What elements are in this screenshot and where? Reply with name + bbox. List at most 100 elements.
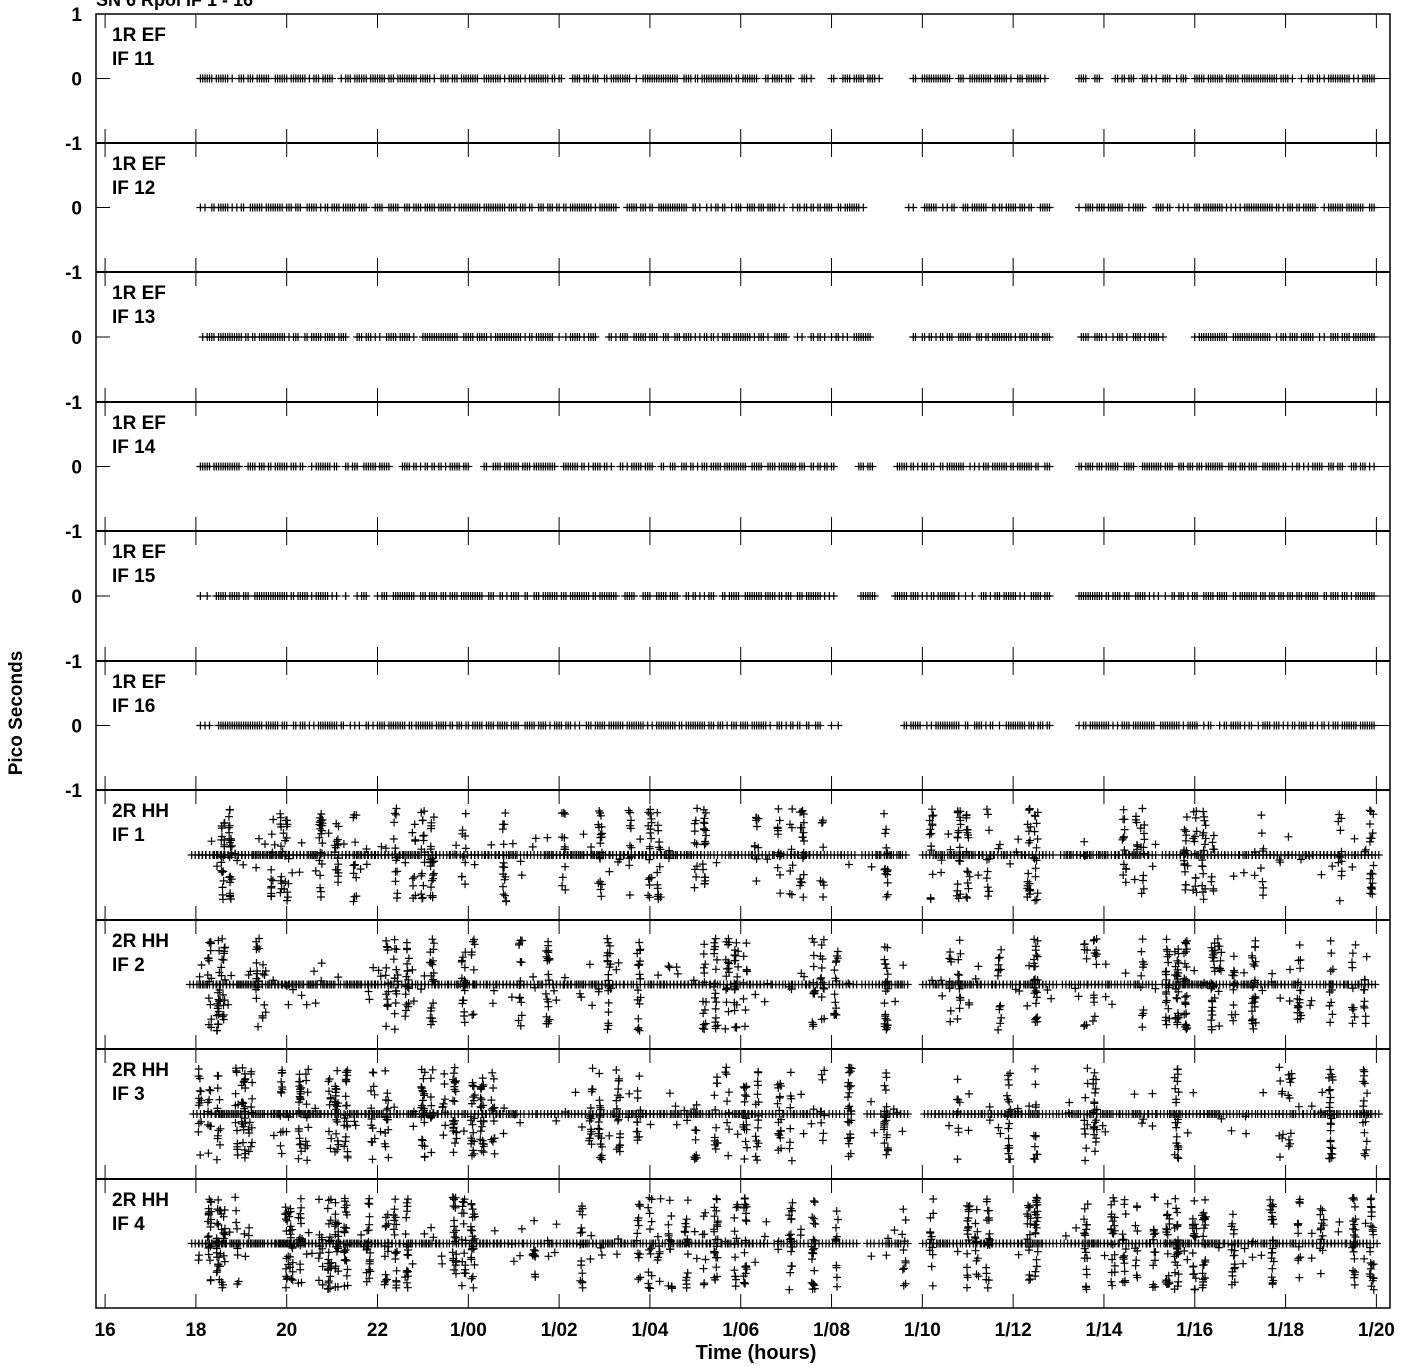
data-point [974, 871, 983, 880]
data-point [1361, 1012, 1370, 1021]
data-point [408, 874, 417, 883]
data-point [487, 840, 496, 849]
data-point [508, 839, 517, 848]
data-point [1325, 1001, 1334, 1010]
data-point [946, 1017, 955, 1026]
data-point [955, 1004, 964, 1013]
data-point [1108, 1000, 1116, 1009]
data-point [965, 1000, 974, 1009]
data-point [1191, 813, 1200, 822]
data-point [982, 874, 991, 883]
data-point [428, 871, 437, 880]
panel-label-if: IF 16 [112, 696, 155, 717]
data-point [507, 993, 516, 1002]
data-point [996, 1001, 1005, 1010]
data-point [808, 1022, 817, 1031]
data-point [203, 954, 212, 963]
data-point [255, 834, 263, 843]
data-point [429, 869, 438, 878]
data-point [408, 828, 417, 837]
data-point [339, 840, 348, 848]
data-point [701, 839, 710, 848]
data-point [332, 592, 341, 600]
data-point [461, 809, 470, 818]
data-point [1130, 875, 1139, 884]
data-point [881, 959, 890, 968]
data-point [1138, 1023, 1147, 1032]
data-point [1371, 980, 1380, 989]
data-point [1240, 968, 1248, 977]
data-point [1199, 895, 1208, 904]
data-point [473, 74, 482, 83]
data-point [218, 955, 227, 964]
data-point [324, 829, 333, 838]
data-point [1182, 991, 1191, 1000]
data-point [1025, 804, 1034, 813]
data-point [289, 985, 297, 994]
data-point [603, 1025, 612, 1034]
data-point [233, 856, 242, 865]
data-point [1025, 885, 1034, 894]
data-point [1173, 956, 1182, 965]
data-point [646, 829, 655, 837]
data-point [409, 997, 418, 1006]
data-point [516, 957, 525, 966]
data-point [928, 870, 937, 879]
data-point [866, 333, 875, 341]
data-point [270, 840, 279, 849]
data-point [217, 866, 226, 875]
data-point [1288, 74, 1297, 83]
data-point [575, 721, 584, 730]
data-point [218, 883, 227, 892]
data-point [1231, 1010, 1240, 1019]
data-point [645, 893, 654, 902]
data-point [469, 965, 478, 974]
data-point [419, 832, 428, 840]
data-point [420, 971, 429, 980]
data-point [389, 835, 398, 843]
data-point [954, 955, 963, 964]
data-point [645, 881, 654, 889]
data-point [1030, 935, 1039, 944]
panel-label-station: 1R EF [112, 154, 166, 175]
data-point [328, 74, 337, 83]
data-point [1207, 872, 1216, 881]
data-point [997, 945, 1006, 954]
data-point [311, 999, 320, 1008]
data-point [284, 1000, 293, 1009]
data-point [213, 862, 221, 871]
data-point [1033, 936, 1042, 945]
data-point [390, 818, 399, 827]
data-point [517, 998, 526, 1007]
data-point [817, 964, 826, 972]
data-point [845, 860, 853, 869]
panel-label-station: 1R EF [112, 672, 166, 693]
data-point [607, 462, 616, 471]
data-point [766, 721, 775, 730]
data-point [429, 999, 438, 1008]
data-point [963, 879, 972, 887]
data-point [1151, 840, 1160, 849]
data-point [994, 1025, 1003, 1034]
data-point [1259, 883, 1268, 892]
data-point [1120, 825, 1129, 834]
data-point [1207, 1016, 1216, 1025]
y-tick-label: 0 [71, 70, 82, 91]
data-point [382, 1022, 391, 1031]
data-point [1350, 834, 1359, 843]
data-point [390, 944, 399, 953]
data-point [269, 815, 278, 824]
data-point [603, 934, 612, 943]
data-point [810, 938, 819, 947]
data-point [295, 868, 304, 877]
data-point [953, 1015, 962, 1023]
y-tick-label: 0 [71, 458, 82, 479]
data-point [1351, 940, 1360, 949]
data-point [228, 74, 237, 83]
data-point [946, 948, 955, 956]
data-point [1229, 985, 1238, 994]
data-point [633, 1025, 642, 1034]
data-point [799, 893, 808, 902]
panel-label-if: IF 3 [112, 1084, 145, 1105]
